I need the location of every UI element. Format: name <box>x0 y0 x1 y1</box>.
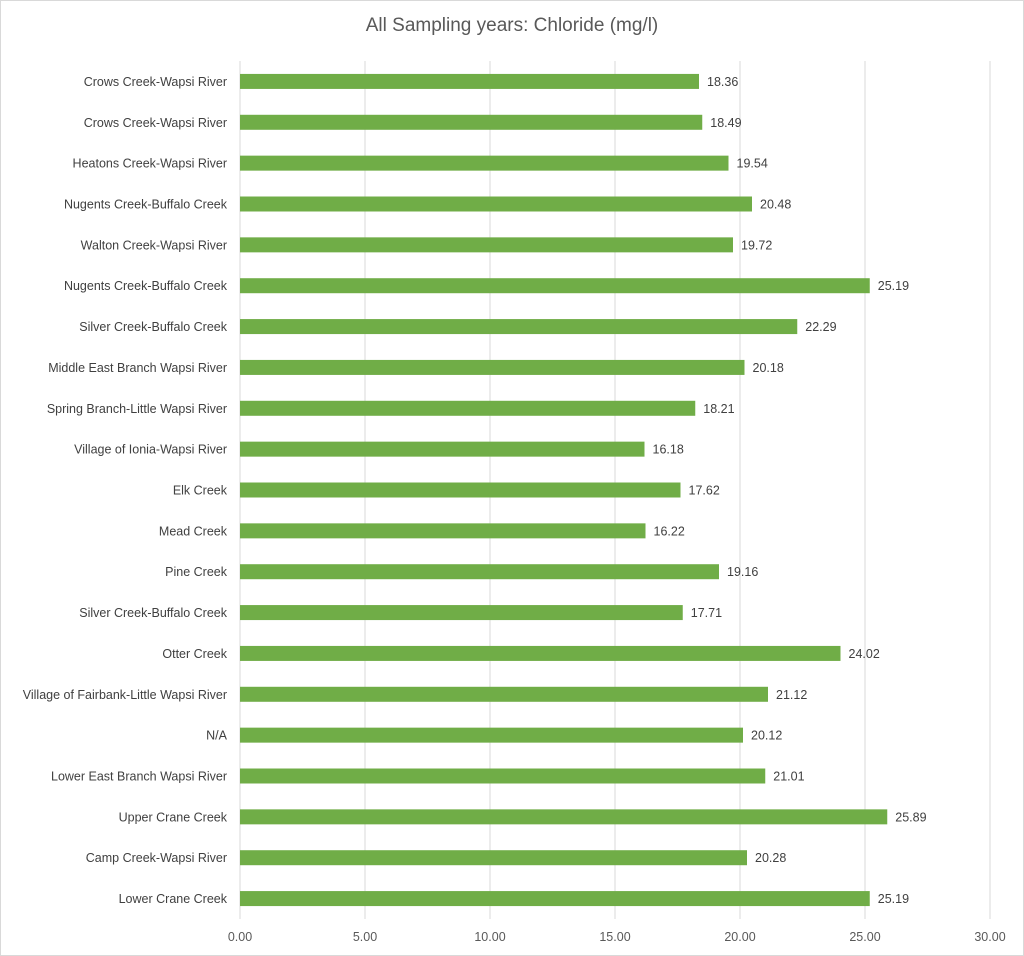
category-label: Village of Ionia-Wapsi River <box>74 443 227 457</box>
bar <box>240 850 747 866</box>
data-label: 24.02 <box>849 647 880 661</box>
data-label: 19.54 <box>737 157 768 171</box>
category-label: Middle East Branch Wapsi River <box>48 361 227 375</box>
x-tick-label: 15.00 <box>599 930 630 944</box>
bar <box>240 727 743 743</box>
category-label: Nugents Creek-Buffalo Creek <box>64 279 228 293</box>
category-label: N/A <box>206 729 228 743</box>
data-label: 20.48 <box>760 198 791 212</box>
data-label: 19.72 <box>741 238 772 252</box>
bar <box>240 768 766 784</box>
category-label: Lower Crane Creek <box>119 892 228 906</box>
bar <box>240 114 703 130</box>
data-label: 17.62 <box>689 484 720 498</box>
bar <box>240 645 841 661</box>
x-tick-label: 5.00 <box>353 930 377 944</box>
category-label: Silver Creek-Buffalo Creek <box>79 606 227 620</box>
data-label: 25.19 <box>878 892 909 906</box>
bar <box>240 319 798 335</box>
bar <box>240 359 745 375</box>
bar <box>240 441 645 457</box>
bar <box>240 73 699 89</box>
data-label: 20.12 <box>751 729 782 743</box>
data-label: 19.16 <box>727 565 758 579</box>
x-tick-label: 0.00 <box>228 930 252 944</box>
data-label: 21.12 <box>776 688 807 702</box>
data-label: 21.01 <box>773 770 804 784</box>
x-tick-label: 20.00 <box>724 930 755 944</box>
category-label: Crows Creek-Wapsi River <box>84 116 227 130</box>
category-label: Walton Creek-Wapsi River <box>81 238 227 252</box>
category-label: Pine Creek <box>165 565 228 579</box>
bar <box>240 809 888 825</box>
data-label: 20.28 <box>755 851 786 865</box>
bar <box>240 400 696 416</box>
bar <box>240 278 870 294</box>
category-label: Elk Creek <box>173 484 228 498</box>
chart-title: All Sampling years: Chloride (mg/l) <box>365 15 659 36</box>
category-label: Nugents Creek-Buffalo Creek <box>64 198 228 212</box>
bar <box>240 523 646 539</box>
bar <box>240 482 681 498</box>
bar <box>240 155 729 171</box>
bar <box>240 605 683 621</box>
data-label: 16.18 <box>653 443 684 457</box>
data-label: 18.21 <box>703 402 734 416</box>
category-label: Crows Creek-Wapsi River <box>84 75 227 89</box>
category-label: Otter Creek <box>162 647 227 661</box>
bar <box>240 196 752 212</box>
data-label: 16.22 <box>654 524 685 538</box>
data-label: 18.36 <box>707 75 738 89</box>
x-tick-label: 25.00 <box>849 930 880 944</box>
x-tick-label: 30.00 <box>974 930 1005 944</box>
category-label: Spring Branch-Little Wapsi River <box>47 402 227 416</box>
category-label: Silver Creek-Buffalo Creek <box>79 320 227 334</box>
data-label: 22.29 <box>805 320 836 334</box>
data-label: 20.18 <box>753 361 784 375</box>
category-label: Upper Crane Creek <box>119 810 228 824</box>
x-tick-label: 10.00 <box>474 930 505 944</box>
data-label: 18.49 <box>710 116 741 130</box>
bar <box>240 686 768 702</box>
data-label: 17.71 <box>691 606 722 620</box>
category-label: Lower East Branch Wapsi River <box>51 770 227 784</box>
category-label: Mead Creek <box>159 524 228 538</box>
category-label: Heatons Creek-Wapsi River <box>73 157 227 171</box>
bar <box>240 891 870 907</box>
data-label: 25.89 <box>895 810 926 824</box>
data-label: 25.19 <box>878 279 909 293</box>
category-label: Camp Creek-Wapsi River <box>86 851 227 865</box>
bar <box>240 237 733 253</box>
category-label: Village of Fairbank-Little Wapsi River <box>23 688 227 702</box>
bar <box>240 564 719 580</box>
